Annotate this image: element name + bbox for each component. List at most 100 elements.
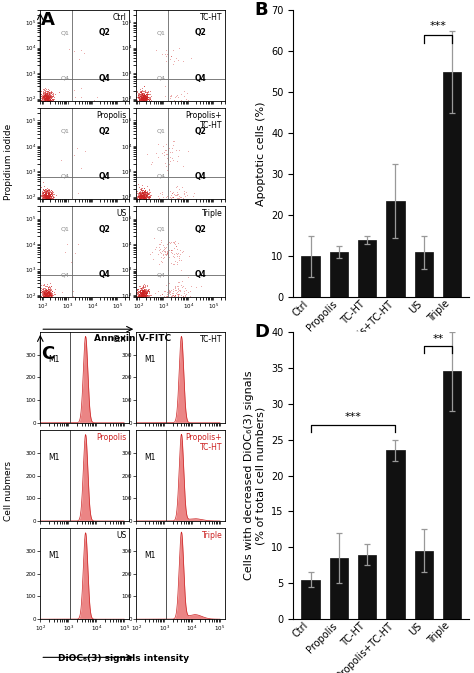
Point xyxy=(134,289,142,300)
Point xyxy=(41,284,49,295)
Point xyxy=(143,290,150,301)
Point xyxy=(136,92,143,102)
Point xyxy=(46,95,54,106)
Text: M1: M1 xyxy=(48,551,59,560)
Point xyxy=(143,186,150,197)
Point xyxy=(40,287,47,297)
Point xyxy=(173,190,181,201)
Point xyxy=(139,190,146,201)
Bar xyxy=(358,240,376,297)
Point xyxy=(139,190,147,201)
Point xyxy=(141,188,149,199)
Point xyxy=(173,240,180,251)
Point xyxy=(137,92,145,103)
Point xyxy=(137,192,144,203)
Point xyxy=(135,289,143,299)
Point xyxy=(134,190,142,201)
Point xyxy=(136,184,144,194)
Point xyxy=(137,291,145,302)
Point xyxy=(42,283,49,293)
Point xyxy=(39,90,46,101)
Point xyxy=(139,90,147,101)
Point xyxy=(136,192,144,203)
Point xyxy=(142,92,149,102)
Point xyxy=(136,286,144,297)
Point xyxy=(137,92,145,102)
Point xyxy=(42,291,49,302)
Point xyxy=(38,189,46,200)
Point xyxy=(137,189,145,200)
Point xyxy=(41,187,49,198)
Point xyxy=(141,188,149,199)
Point xyxy=(152,147,160,158)
Point xyxy=(167,245,174,256)
Point xyxy=(43,286,50,297)
Point xyxy=(41,93,49,104)
Point xyxy=(137,94,145,105)
Point xyxy=(42,95,50,106)
Point xyxy=(141,186,148,197)
Point xyxy=(42,190,49,201)
Point xyxy=(163,242,170,253)
Point xyxy=(43,190,51,201)
Point xyxy=(40,287,47,297)
Point xyxy=(47,186,55,197)
Point xyxy=(75,54,83,65)
Point xyxy=(41,192,49,203)
Point xyxy=(146,287,153,298)
Point xyxy=(43,287,51,298)
Point xyxy=(164,264,172,275)
Point xyxy=(139,291,146,302)
Point xyxy=(139,92,146,103)
Point xyxy=(40,289,48,299)
Point xyxy=(141,85,148,96)
Point xyxy=(149,253,156,264)
Point xyxy=(138,187,146,198)
Point xyxy=(39,288,46,299)
Point xyxy=(174,286,182,297)
Point xyxy=(142,190,150,201)
Point xyxy=(137,281,144,291)
Point xyxy=(42,90,50,100)
Point xyxy=(137,87,145,98)
Point xyxy=(137,289,145,299)
Point xyxy=(172,145,180,156)
Point xyxy=(141,186,148,197)
Point xyxy=(137,193,145,204)
Point xyxy=(46,95,54,106)
Point xyxy=(138,186,146,197)
Point xyxy=(43,184,50,195)
Point xyxy=(39,190,46,201)
Point xyxy=(138,190,146,201)
Point xyxy=(139,95,146,106)
Point xyxy=(41,291,49,302)
Point xyxy=(146,92,154,103)
Point xyxy=(137,284,145,295)
Point xyxy=(142,93,149,104)
Point xyxy=(172,91,180,102)
Point xyxy=(39,188,47,199)
Point xyxy=(138,188,146,199)
Point xyxy=(145,192,152,203)
Point xyxy=(160,242,168,252)
Point xyxy=(171,248,178,259)
Point xyxy=(46,89,54,100)
Point xyxy=(138,88,146,99)
Point xyxy=(43,186,50,197)
Point xyxy=(45,192,52,203)
Point xyxy=(40,95,48,106)
Point xyxy=(135,94,143,105)
Point xyxy=(40,193,48,204)
Point xyxy=(174,248,182,258)
Point xyxy=(48,185,55,196)
Point xyxy=(135,194,143,205)
Point xyxy=(46,290,53,301)
Point xyxy=(138,291,146,302)
Point xyxy=(170,94,178,105)
Point xyxy=(39,283,47,294)
Point xyxy=(186,285,193,296)
Point xyxy=(44,193,51,204)
Point xyxy=(140,95,147,106)
Point xyxy=(40,92,47,102)
Point xyxy=(141,185,149,196)
